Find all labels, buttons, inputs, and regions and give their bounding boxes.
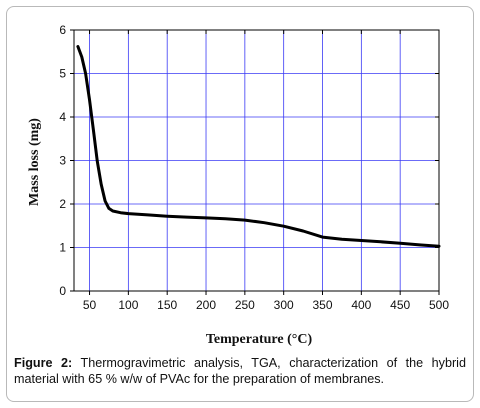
- y-tick-label: 6: [59, 23, 66, 37]
- x-tick-label: 250: [235, 298, 255, 312]
- y-axis-title: Mass loss (mg): [27, 118, 42, 206]
- x-tick-label: 400: [351, 298, 371, 312]
- y-tick-label: 3: [59, 154, 66, 168]
- y-tick-label: 2: [59, 197, 66, 211]
- caption-text: Thermogravimetric analysis, TGA, charact…: [14, 356, 466, 386]
- y-tick-label: 5: [59, 67, 66, 81]
- series-line: [76, 45, 441, 248]
- x-tick-label: 50: [83, 298, 97, 312]
- x-axis-title: Temperature (°C): [206, 332, 313, 347]
- caption-label: Figure 2:: [14, 356, 73, 370]
- y-tick-label: 1: [59, 241, 66, 255]
- x-tick-label: 450: [390, 298, 410, 312]
- x-tick-label: 500: [429, 298, 449, 312]
- x-tick-label: 300: [274, 298, 294, 312]
- figure-caption: Figure 2: Thermogravimetric analysis, TG…: [14, 355, 466, 387]
- x-tick-label: 150: [157, 298, 177, 312]
- y-tick-label: 4: [59, 110, 66, 124]
- x-tick-label: 200: [196, 298, 216, 312]
- x-tick-label: 350: [312, 298, 332, 312]
- y-tick-label: 0: [59, 284, 66, 298]
- x-tick-label: 100: [118, 298, 138, 312]
